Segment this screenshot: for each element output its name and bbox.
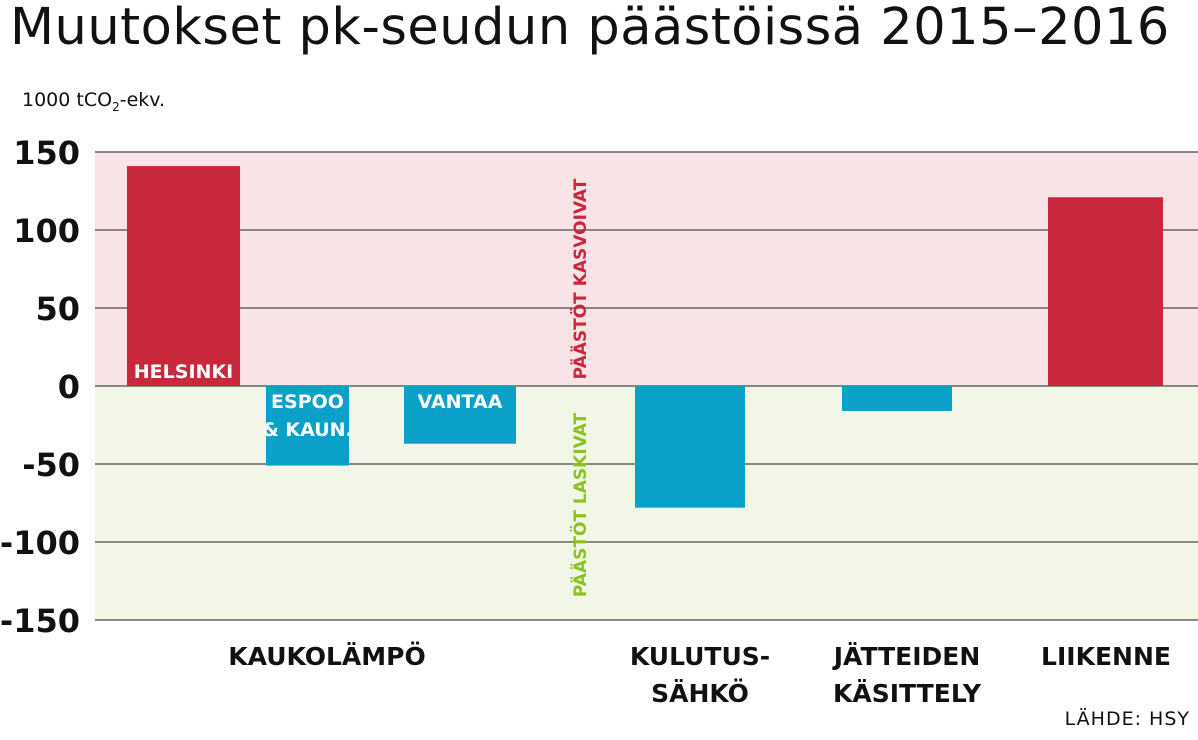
y-tick-label: 100 <box>13 212 80 250</box>
y-tick-label: -100 <box>0 524 80 562</box>
positive-zone-band <box>95 152 1198 386</box>
category-label: SÄHKÖ <box>651 678 749 708</box>
category-label: KAUKOLÄMPÖ <box>228 641 426 671</box>
y-tick-label: 50 <box>35 290 80 328</box>
bar <box>266 386 349 466</box>
bar <box>635 386 745 508</box>
bar <box>404 386 516 444</box>
y-tick-label: 150 <box>13 134 80 172</box>
y-axis-unit: 1000 tCO2-ekv. <box>22 89 165 114</box>
y-tick-label: 0 <box>58 368 80 406</box>
bar <box>842 386 952 411</box>
source-note: LÄHDE: HSY <box>1064 708 1190 730</box>
category-label: KULUTUS- <box>630 642 770 671</box>
zone-label-positive: PÄÄSTÖT KASVOIVAT <box>569 178 591 379</box>
bar <box>1048 197 1163 386</box>
y-tick-label: -150 <box>0 602 80 640</box>
chart-title: Muutokset pk-seudun päästöissä 2015–2016 <box>10 0 1170 57</box>
bar-label: & KAUN. <box>262 419 353 441</box>
bar-label: HELSINKI <box>134 361 233 383</box>
bar <box>127 166 240 386</box>
unit-prefix: 1000 tCO <box>22 89 113 111</box>
category-label: JÄTTEIDEN <box>832 641 981 671</box>
y-tick-label: -50 <box>22 446 80 484</box>
category-label: LIIKENNE <box>1041 642 1171 671</box>
category-label: KÄSITTELY <box>833 678 982 708</box>
bar-label: VANTAA <box>418 391 503 413</box>
zone-label-negative: PÄÄSTÖT LASKIVAT <box>569 413 591 598</box>
bar-label: ESPOO <box>271 391 344 413</box>
unit-suffix: -ekv. <box>119 89 166 111</box>
unit-subscript: 2 <box>112 99 120 114</box>
